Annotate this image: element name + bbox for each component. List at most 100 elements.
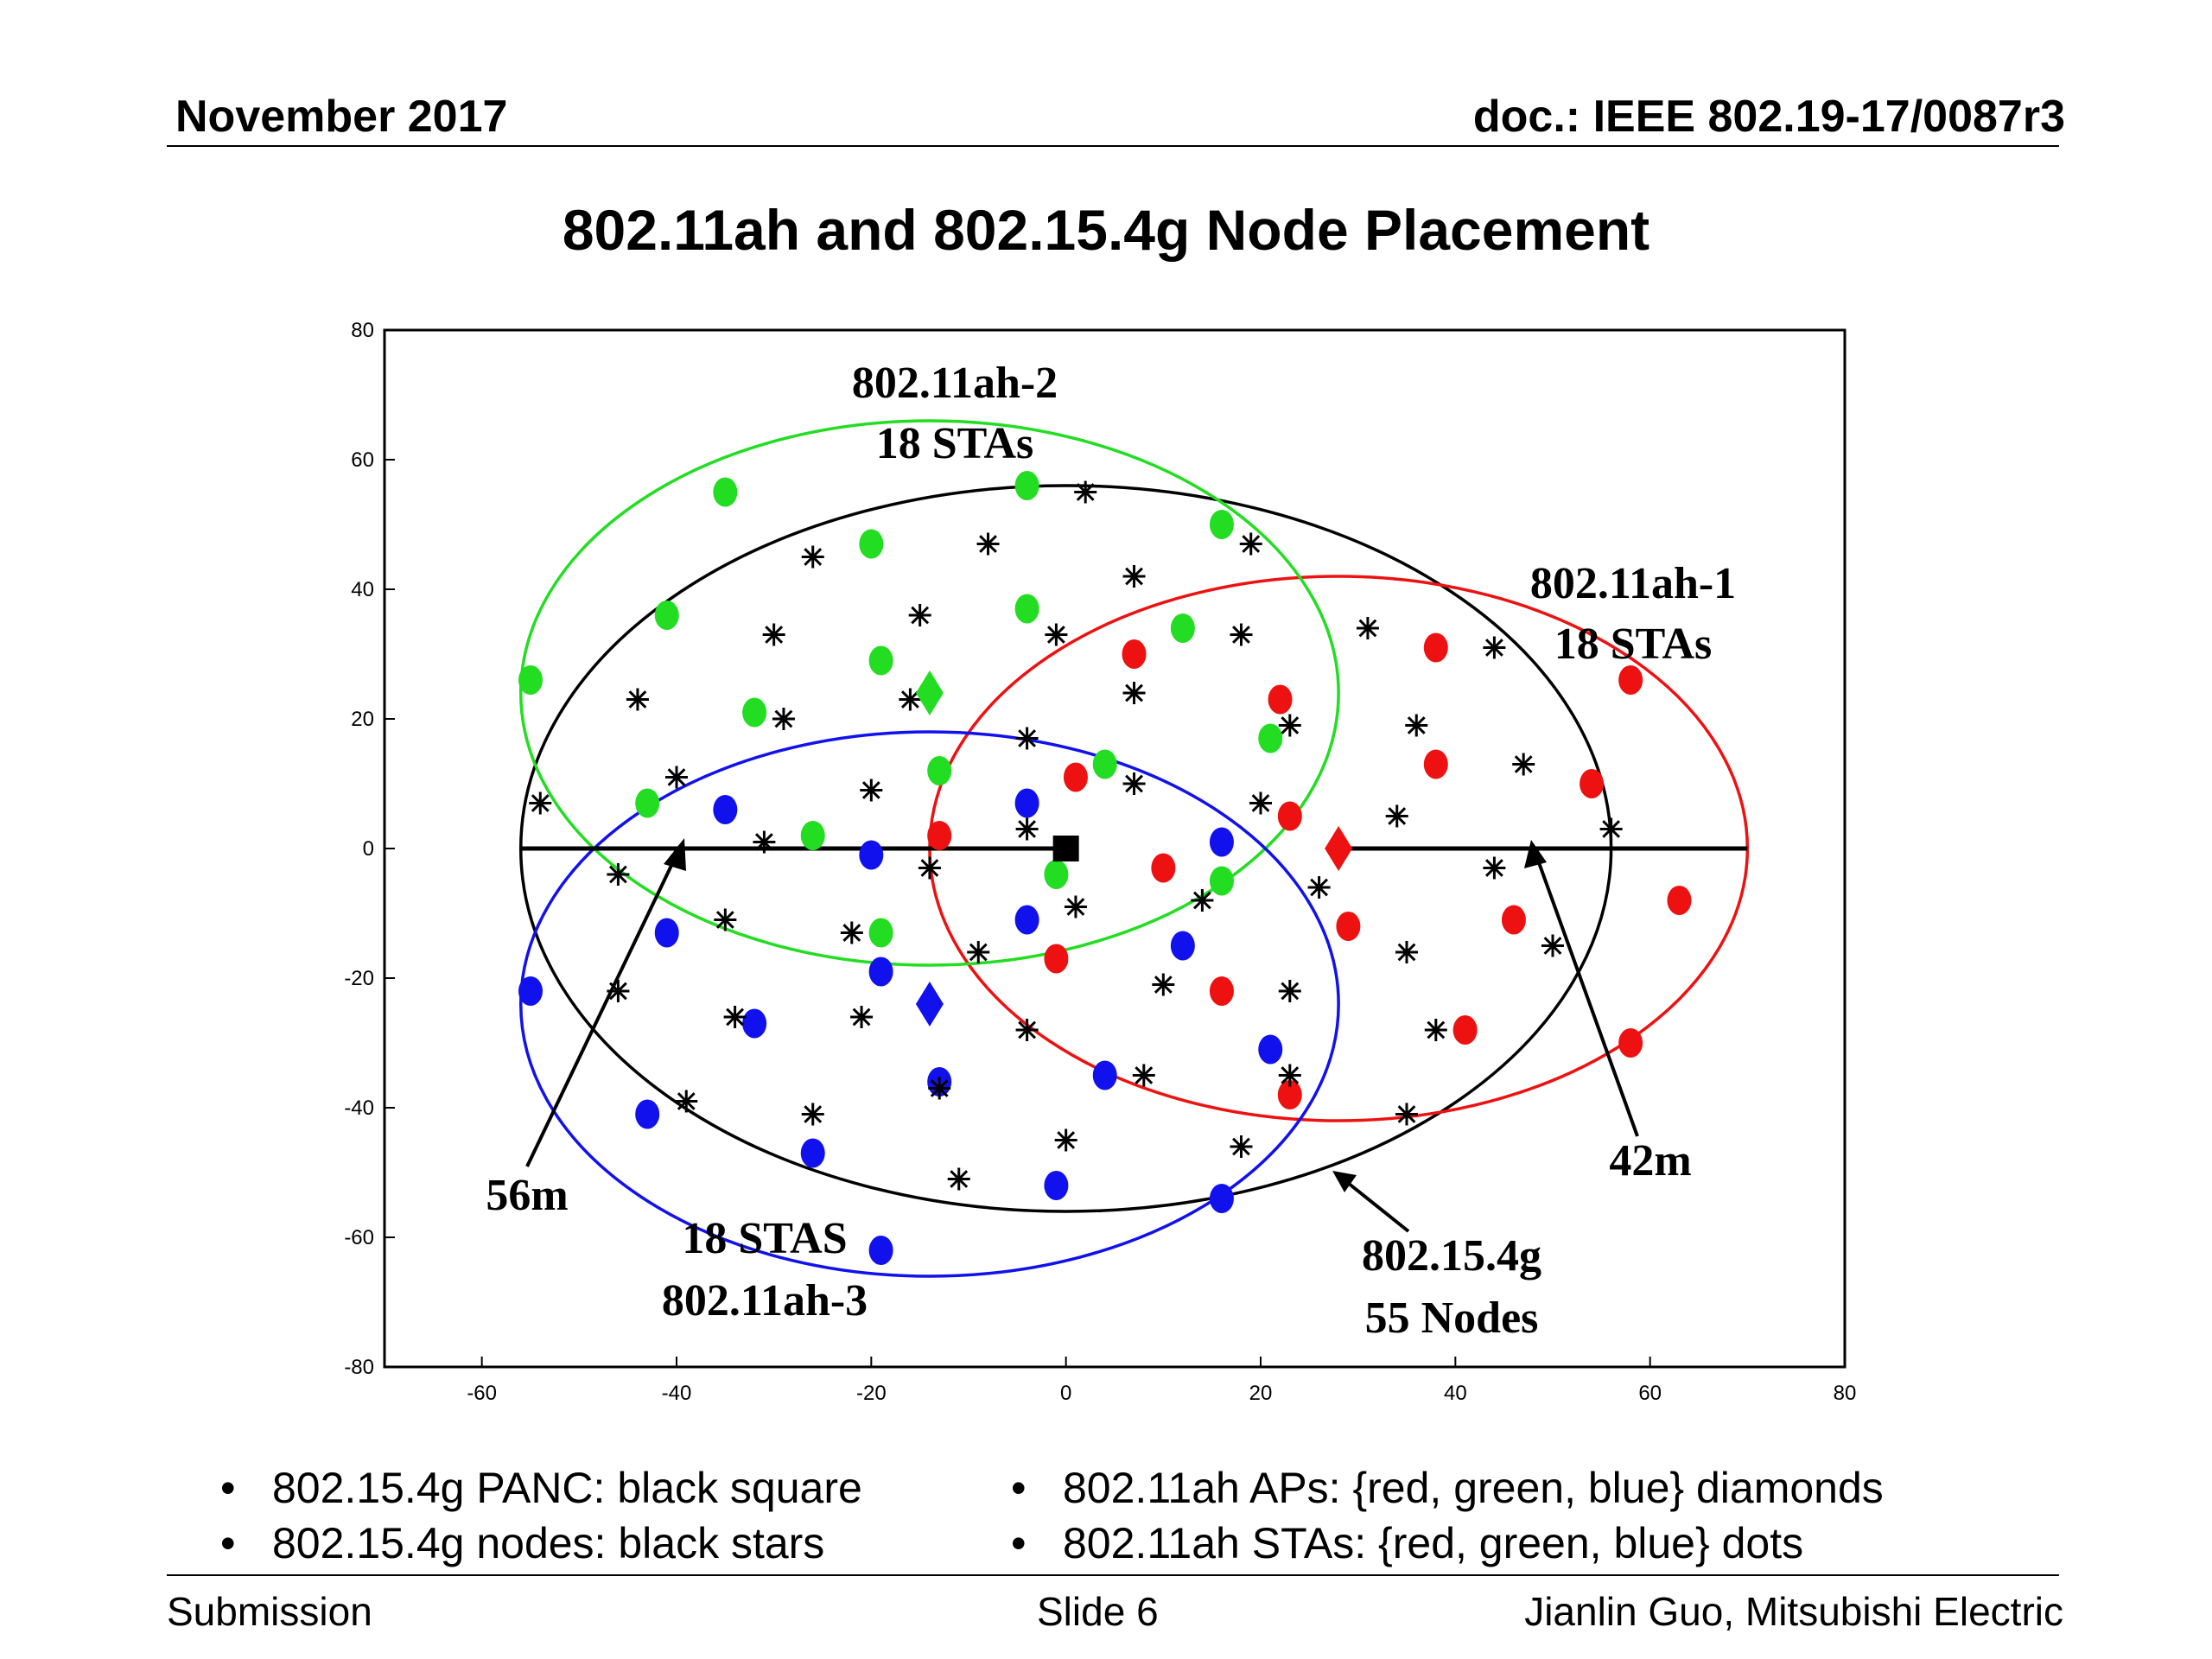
sta-dot-green (713, 477, 738, 507)
slide-title: 802.11ah and 802.15.4g Node Placement (562, 198, 1650, 262)
y-tick-label: -60 (344, 1226, 374, 1249)
sta-dot-green (1014, 471, 1039, 500)
bullet-item: • 802.11ah STAs: {red, green, blue} dots (976, 1516, 1884, 1571)
node-star-point (947, 1167, 970, 1191)
label-g-name: 802.15.4g (1362, 1231, 1541, 1281)
y-tick-label: 0 (363, 837, 374, 861)
bullet-panc: 802.15.4g PANC: black square (272, 1464, 862, 1512)
node-star-point (1239, 532, 1262, 556)
label-ah2-name: 802.11ah-2 (852, 359, 1058, 408)
x-tick-label: 0 (1060, 1382, 1071, 1405)
sta-dot-red (1501, 905, 1526, 935)
node-star-point (1405, 714, 1428, 737)
sta-dot-blue (742, 1008, 767, 1039)
coverage-ellipse-80211ah-2 (518, 419, 1340, 967)
bullet-item: • 802.15.4g PANC: black square (186, 1460, 862, 1516)
node-star-point (1230, 623, 1253, 646)
node-star-point (1122, 772, 1146, 795)
sta-dot-green (742, 697, 767, 728)
sta-dot-blue (1209, 1184, 1234, 1213)
sta-dot-green (1209, 866, 1234, 896)
node-star-point (1015, 1019, 1039, 1041)
coverage-ellipses (518, 419, 1750, 1278)
sta-dot-blue (859, 840, 884, 870)
node-star-point (1307, 876, 1331, 899)
bullet-item: • 802.15.4g nodes: black stars (186, 1516, 862, 1571)
y-tick-label: 40 (351, 578, 374, 601)
sta-dot-red (1122, 639, 1147, 669)
x-tick-label: 20 (1249, 1382, 1273, 1405)
bullet-item: • 802.11ah APs: {red, green, blue} diamon… (976, 1460, 1884, 1516)
sta-dot-red (1063, 762, 1088, 792)
sta-dot-blue (635, 1099, 660, 1129)
node-star-point (753, 830, 776, 854)
node-star-point (1122, 565, 1146, 588)
x-tick-label: -60 (467, 1382, 497, 1405)
ap-diamond-green (915, 671, 944, 715)
arrow-42m (1524, 840, 1639, 1137)
sta-dot-red (927, 821, 952, 850)
sta-dot-red (1277, 801, 1302, 831)
node-star-point (918, 856, 941, 880)
sta-dot-red (1423, 749, 1448, 779)
node-star-point (626, 688, 649, 711)
y-tick-label: -40 (344, 1096, 374, 1120)
y-tick-label: -20 (344, 967, 374, 990)
x-tick-label: -40 (662, 1382, 692, 1405)
node-star-point (723, 1006, 747, 1028)
header-rule (167, 145, 2059, 147)
sta-dot-green (1258, 723, 1283, 753)
node-star-point (1191, 889, 1214, 912)
node-star-point (1541, 934, 1564, 957)
node-star-point (1278, 980, 1301, 1002)
node-star-point (714, 908, 737, 931)
sta-dot-blue (1044, 1171, 1069, 1200)
sta-dot-green (1092, 749, 1117, 779)
node-star-point (1122, 682, 1146, 704)
chart-axes: -60 -40 -20 0 20 40 60 80 80 60 40 20 0 -20 -40 -60 -80 (344, 319, 1856, 1405)
node-star-point (1278, 1064, 1301, 1087)
node-star-point (1483, 856, 1506, 880)
node-star-point (1132, 1064, 1155, 1087)
arrow-56m (525, 838, 686, 1167)
chart-marks (518, 471, 1692, 1265)
node-star-point (1045, 623, 1068, 646)
bullet-nodes: 802.15.4g nodes: black stars (272, 1519, 825, 1567)
footer-slide-number: Slide 6 (1037, 1589, 1159, 1634)
legend-bullets-left: • 802.15.4g PANC: black square • 802.15.4g… (186, 1460, 862, 1571)
label-g-count: 55 Nodes (1365, 1294, 1539, 1343)
sta-dot-red (1151, 853, 1176, 883)
sta-dot-green (1014, 594, 1039, 624)
node-star-point (772, 708, 795, 730)
label-ah1-count: 18 STAs (1554, 620, 1713, 669)
chart-annotations: 802.11ah-2 18 STAs 802.11ah-1 18 STAs 18… (486, 359, 1736, 1343)
node-star-point (801, 545, 824, 569)
sta-dot-green (859, 529, 884, 559)
x-tick-label: 60 (1638, 1382, 1662, 1405)
sta-dot-red (1277, 1080, 1302, 1109)
footer-rule (167, 1574, 2059, 1576)
footer-author: Jianlin Guo, Mitsubishi Electric (1524, 1589, 2063, 1634)
sta-dot-red (1268, 684, 1293, 715)
node-star-point (899, 688, 922, 711)
panc-square (1052, 836, 1079, 861)
sta-dot-red (1618, 1028, 1643, 1058)
sta-dot-blue (868, 1236, 893, 1265)
node-star-point (1074, 480, 1097, 504)
node-star-point (1483, 636, 1506, 659)
sta-dot-red (1336, 912, 1361, 941)
node-star-point (1249, 791, 1272, 815)
node-placement-chart: -60 -40 -20 0 20 40 60 80806040200-20-40-60-80 … (344, 319, 1856, 1405)
node-star-point (607, 863, 630, 886)
sta-dot-green (518, 665, 543, 695)
sta-dot-blue (713, 795, 738, 824)
sta-dot-green (1044, 860, 1069, 889)
sta-dot-blue (1092, 1060, 1117, 1090)
node-star-point (1015, 817, 1039, 841)
sta-dot-red (1618, 665, 1643, 695)
node-star-point (850, 1006, 874, 1028)
sta-dot-green (1170, 613, 1195, 643)
coverage-ellipse-80211ah-3 (518, 730, 1340, 1278)
y-tick-label: 20 (351, 708, 374, 731)
label-radius-42m: 42m (1609, 1136, 1691, 1185)
